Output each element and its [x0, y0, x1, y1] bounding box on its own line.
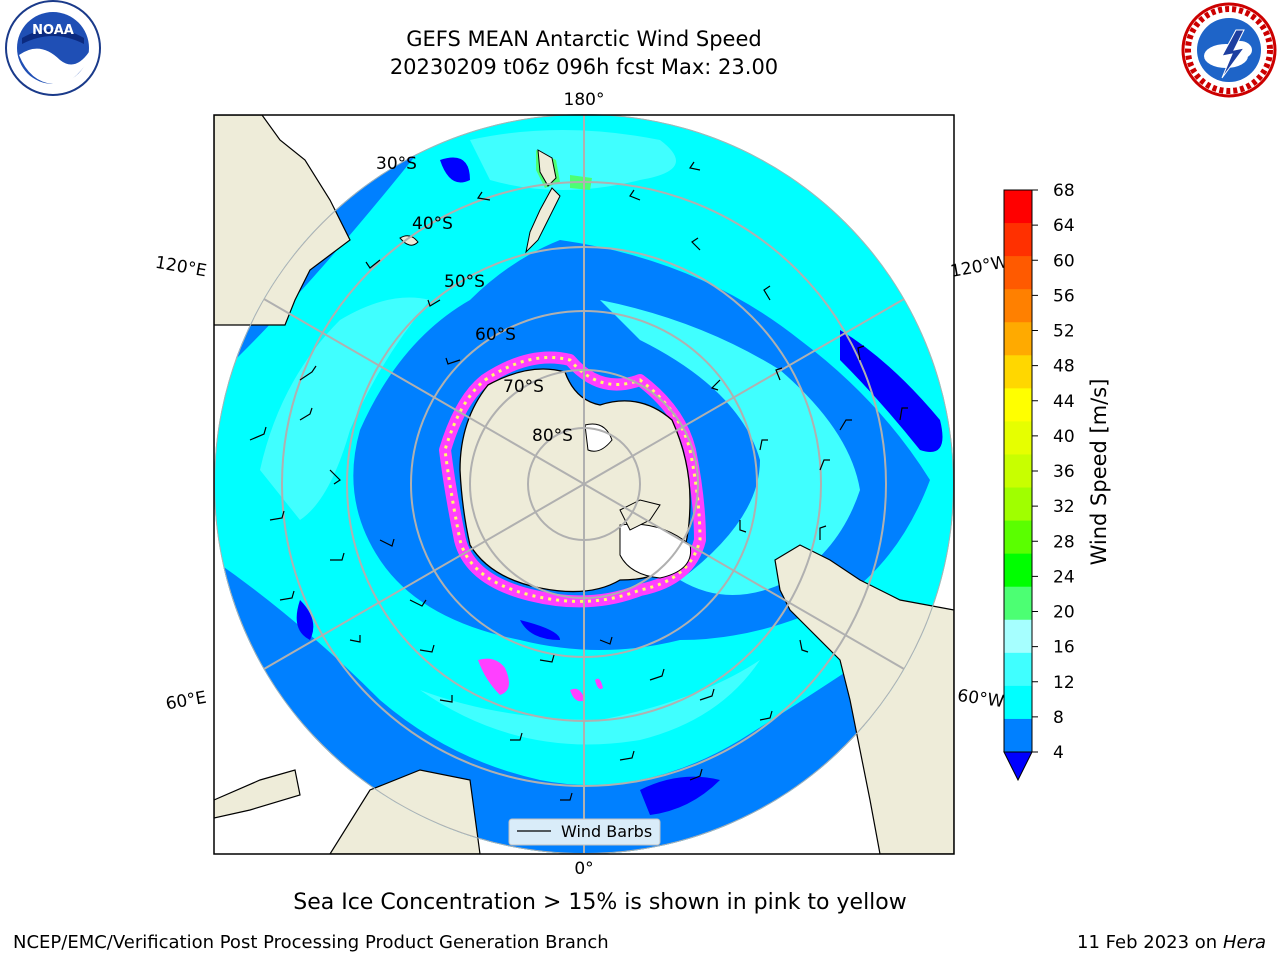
colorbar-segment [1004, 520, 1032, 555]
machine-name: Hera [1222, 932, 1266, 953]
lon-label-upper-right: 120°W [949, 252, 1010, 282]
caption-text: Sea Ice Concentration > 15% is shown in … [293, 890, 907, 915]
colorbar-segment [1004, 487, 1032, 522]
colorbar-segment [1004, 223, 1032, 257]
colorbar-segment [1004, 553, 1032, 588]
wind-speed-field [214, 114, 954, 854]
colorbar-segment [1004, 256, 1032, 290]
lat-label-60: 60°S [475, 325, 516, 345]
colorbar-extend-arrow [1003, 751, 1033, 782]
lat-label-70: 70°S [503, 377, 544, 397]
colorbar-tick-label: 36 [1053, 462, 1075, 482]
date-stamp: 11 Feb 2023 on Hera [1077, 932, 1266, 953]
colorbar-tick-label: 4 [1053, 743, 1064, 763]
lat-label-40: 40°S [412, 214, 453, 234]
lon-label-bottom: 0° [574, 859, 593, 879]
colorbar-tick-label: 8 [1053, 708, 1064, 728]
lon-label-lower-right: 60°W [956, 686, 1005, 712]
colorbar: 68 64 60 56 52 48 44 40 36 32 28 24 20 16 12 8 4 [1003, 181, 1075, 782]
colorbar-segment [1004, 355, 1032, 389]
colorbar-tick-label: 32 [1053, 497, 1075, 517]
colorbar-label: Wind Speed [m/s] [1087, 379, 1111, 566]
noaa-logo-text: NOAA [32, 23, 74, 38]
colorbar-segment [1004, 454, 1032, 489]
lon-label-lower-left: 60°E [164, 688, 208, 715]
colorbar-segment [1004, 586, 1032, 621]
colorbar-tick-label: 64 [1053, 216, 1075, 236]
date-text: 11 Feb 2023 on [1077, 932, 1218, 953]
colorbar-tick-label: 16 [1053, 638, 1075, 658]
colorbar-segment [1004, 718, 1032, 753]
colorbar-tick-label: 52 [1053, 322, 1075, 342]
colorbar-tick-label: 12 [1053, 673, 1075, 693]
colorbar-tick-label: 56 [1053, 286, 1075, 306]
lon-label-upper-left: 120°E [154, 253, 208, 282]
colorbar-tick-label: 24 [1053, 567, 1075, 587]
colorbar-tick-label: 44 [1053, 392, 1075, 412]
colorbar-tick-label: 68 [1053, 181, 1075, 201]
colorbar-tick-label: 48 [1053, 357, 1075, 377]
colorbar-segment [1004, 685, 1032, 720]
colorbar-segment [1004, 421, 1032, 455]
colorbar-segment [1004, 190, 1032, 224]
lat-label-50: 50°S [444, 272, 485, 292]
lat-label-80: 80°S [532, 426, 573, 446]
lat-label-30: 30°S [376, 154, 417, 174]
colorbar-tick-label: 60 [1053, 251, 1075, 271]
map-frame [213, 114, 955, 855]
credit-text: NCEP/EMC/Verification Post Processing Pr… [13, 932, 609, 953]
colorbar-tick-label: 40 [1053, 427, 1075, 447]
chart-title: GEFS MEAN Antarctic Wind Speed [406, 27, 762, 51]
colorbar-segment [1004, 619, 1032, 654]
legend: Wind Barbs [508, 818, 661, 846]
colorbar-segment [1004, 652, 1032, 687]
colorbar-segment [1004, 322, 1032, 356]
lon-label-top: 180° [564, 90, 605, 110]
caption: Sea Ice Concentration > 15% is shown in … [0, 890, 1280, 915]
colorbar-segment [1004, 388, 1032, 422]
colorbar-tick-label: 20 [1053, 603, 1075, 623]
legend-label: Wind Barbs [561, 822, 652, 841]
noaa-logo: NOAA [5, 0, 101, 96]
colorbar-tick-label: 28 [1053, 532, 1075, 552]
chart-subtitle: 20230209 t06z 096h fcst Max: 23.00 [389, 55, 779, 79]
nws-logo [1181, 2, 1277, 98]
colorbar-segment [1004, 289, 1032, 323]
